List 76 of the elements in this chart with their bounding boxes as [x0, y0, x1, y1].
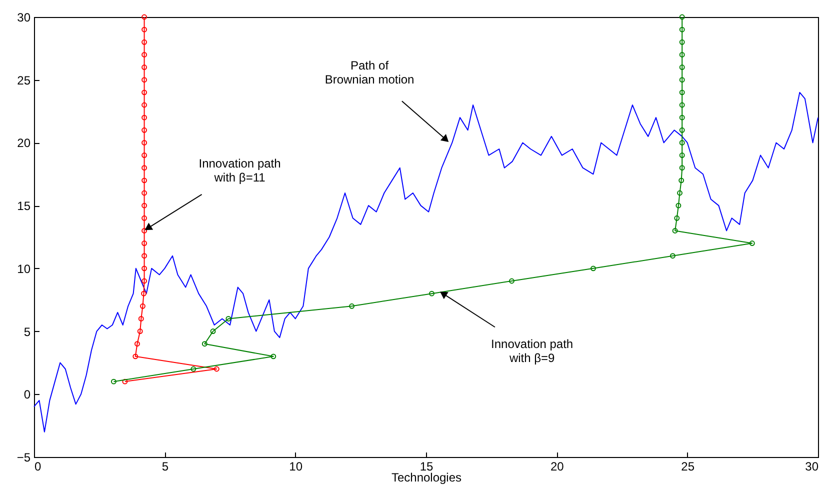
point — [679, 102, 685, 108]
point — [674, 215, 680, 221]
annotation: Innovation path with β=9 — [491, 337, 574, 366]
point — [678, 178, 684, 184]
point — [672, 228, 678, 234]
point — [679, 114, 685, 120]
x-tick-label: 25 — [681, 460, 695, 474]
point — [142, 52, 148, 58]
point — [679, 90, 685, 96]
point — [142, 90, 148, 96]
point — [142, 178, 148, 184]
point — [270, 354, 276, 360]
point — [679, 77, 685, 83]
line-series — [34, 92, 818, 432]
point — [749, 240, 755, 246]
point — [676, 202, 682, 208]
point — [142, 240, 148, 246]
y-tick-label: 15 — [17, 199, 31, 214]
point — [132, 354, 138, 360]
y-tick-label: 20 — [17, 136, 31, 150]
point — [679, 165, 685, 171]
point — [508, 278, 514, 284]
point — [134, 341, 140, 347]
y-tick-label: 10 — [17, 262, 31, 276]
x-tick-label: 5 — [162, 460, 169, 474]
point — [677, 190, 682, 196]
point — [679, 152, 685, 158]
point — [679, 64, 685, 70]
point — [142, 127, 148, 133]
point — [142, 215, 148, 221]
point — [142, 228, 148, 234]
point — [679, 52, 685, 58]
point — [142, 152, 148, 158]
point — [142, 278, 148, 284]
point — [138, 316, 144, 322]
annotation: Innovation path with β=11 — [198, 156, 281, 185]
point — [142, 77, 148, 83]
point — [226, 316, 232, 322]
annotation: Path of Brownian motion — [324, 58, 414, 87]
point — [142, 39, 148, 45]
point — [142, 102, 148, 108]
point — [349, 303, 355, 309]
point — [142, 26, 148, 32]
point — [670, 253, 676, 259]
point — [142, 190, 148, 196]
point — [202, 341, 208, 347]
y-tick-label: −5 — [16, 450, 31, 464]
x-axis-title: Technologies — [391, 470, 462, 484]
point — [142, 114, 148, 120]
point — [137, 328, 143, 334]
point — [679, 39, 685, 45]
point — [679, 140, 685, 146]
point — [142, 165, 148, 171]
point — [679, 127, 685, 133]
y-tick-label: 5 — [24, 324, 31, 339]
point — [142, 140, 148, 146]
point — [142, 202, 148, 208]
point — [142, 266, 148, 272]
point — [141, 290, 146, 296]
x-tick-label: 10 — [289, 460, 303, 474]
point — [429, 290, 434, 296]
x-tick-label: 15 — [420, 460, 434, 474]
point — [190, 366, 196, 372]
x-tick-label: 20 — [550, 460, 564, 474]
point — [210, 328, 216, 334]
point — [142, 64, 148, 70]
x-tick-label: 30 — [805, 460, 819, 474]
point — [140, 303, 146, 309]
y-tick-label: 0 — [24, 388, 31, 402]
y-tick-label: 30 — [17, 10, 31, 24]
point — [214, 366, 220, 372]
point — [590, 266, 596, 272]
y-tick-label: 25 — [17, 73, 31, 88]
point — [679, 26, 685, 32]
point — [142, 253, 148, 259]
x-tick-label: 0 — [34, 460, 42, 474]
